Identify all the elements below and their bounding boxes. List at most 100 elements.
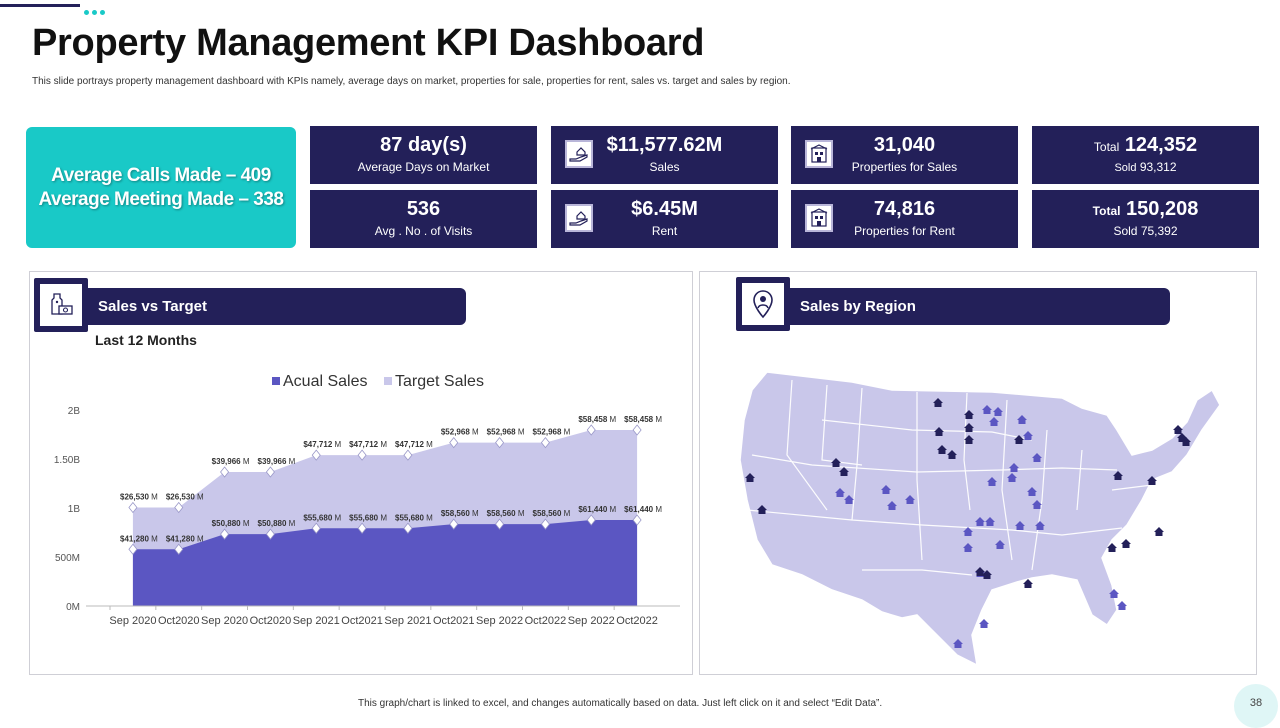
- page-title: Property Management KPI Dashboard: [32, 22, 705, 64]
- target-data-label: $58,458 M: [578, 415, 616, 424]
- x-tick-label: Oct2020: [250, 615, 292, 627]
- house-pin-icon: [979, 619, 989, 628]
- actual-data-label: $58,560 M: [487, 509, 525, 518]
- total-prefix: Total: [1092, 204, 1121, 218]
- target-point: [265, 466, 275, 478]
- total-prefix: Total: [1093, 140, 1120, 154]
- house-pin-icon: [964, 423, 974, 432]
- actual-point: [174, 543, 184, 555]
- house-pin-icon: [839, 467, 849, 476]
- sales-vs-target-header: Sales vs Target: [88, 288, 466, 325]
- target-point: [357, 449, 367, 461]
- region-header-icon-box: [736, 277, 790, 331]
- house-pin-icon: [995, 540, 1005, 549]
- house-pin-icon: [844, 495, 854, 504]
- house-pin-icon: [989, 417, 999, 426]
- top-accent-dots: [84, 2, 108, 20]
- legend-label: Target Sales: [395, 373, 484, 390]
- sold-value: 93,312: [1139, 160, 1177, 174]
- house-pin-icon: [831, 458, 841, 467]
- us-map: [739, 371, 1221, 667]
- actual-sales-area: [132, 519, 638, 606]
- actual-point: [632, 514, 642, 526]
- house-pin-icon: [933, 398, 943, 407]
- x-tick-label: Sep 2021: [384, 615, 431, 627]
- house-pin-icon: [1107, 543, 1117, 552]
- kpi-value: $6.45M: [631, 198, 698, 220]
- page-number: 38: [1234, 684, 1278, 728]
- house-pin-icon: [745, 473, 755, 482]
- actual-point: [311, 522, 321, 534]
- target-data-label: $39,966 M: [258, 457, 296, 466]
- actual-point: [357, 522, 367, 534]
- last-12-months-label: Last 12 Months: [95, 332, 197, 348]
- house-pin-icon: [1121, 539, 1131, 548]
- kpi-total-sold-1: Total 124,352 Sold 93,312: [1032, 126, 1259, 184]
- kpi-visits: 536 Avg . No . of Visits: [310, 190, 537, 248]
- sales-header-icon-box: [34, 278, 88, 332]
- kpi-value: 31,040: [873, 134, 936, 156]
- actual-data-label: $41,280 M: [120, 534, 158, 543]
- sold-label: Sold: [1113, 224, 1138, 238]
- actual-data-label: $55,680 M: [349, 513, 387, 522]
- kpi-properties-for-sale: 31,040 Properties for Sales: [791, 126, 1018, 184]
- target-point: [311, 449, 321, 461]
- y-tick-label: 1.50B: [54, 455, 80, 466]
- legend-swatch: [384, 377, 392, 385]
- target-point: [128, 501, 138, 514]
- hand-house-icon: [565, 140, 593, 168]
- house-pin-icon: [1173, 425, 1183, 434]
- x-tick-label: Oct2021: [433, 615, 475, 627]
- house-pin-icon: [987, 477, 997, 486]
- house-pin-icon: [1181, 437, 1191, 446]
- target-data-label: $26,530 M: [120, 493, 158, 502]
- house-pin-icon: [1009, 463, 1019, 472]
- target-point: [540, 436, 550, 449]
- house-pin-icon: [1015, 521, 1025, 530]
- x-tick-label: Sep 2022: [568, 615, 615, 627]
- calls-line: Average Calls Made – 409: [51, 164, 271, 186]
- kpi-rent: $6.45M Rent: [551, 190, 778, 248]
- actual-data-label: $58,560 M: [441, 509, 479, 518]
- target-point: [174, 501, 184, 514]
- house-pin-icon: [934, 427, 944, 436]
- actual-data-label: $41,280 M: [166, 534, 204, 543]
- house-pin-icon: [905, 495, 915, 504]
- target-data-label: $52,968 M: [533, 428, 571, 437]
- x-tick-label: Sep 2021: [293, 615, 340, 627]
- legend-swatch: [272, 377, 280, 385]
- x-tick-label: Sep 2020: [109, 615, 156, 627]
- kpi-value: $11,577.62M: [606, 134, 723, 156]
- target-data-label: $47,712 M: [395, 440, 433, 449]
- actual-point: [220, 528, 230, 540]
- house-pin-icon: [1014, 435, 1024, 444]
- target-point: [403, 449, 413, 461]
- top-accent-bar: [0, 4, 80, 7]
- actual-point: [540, 518, 550, 530]
- house-pin-icon: [757, 505, 767, 514]
- sold-value: 75,392: [1140, 224, 1178, 238]
- house-pin-icon: [993, 407, 1003, 416]
- house-pin-icon: [982, 570, 992, 579]
- calls-meetings-card: Average Calls Made – 409 Average Meeting…: [26, 127, 296, 248]
- actual-point: [586, 514, 596, 526]
- actual-point: [449, 518, 459, 530]
- house-pin-icon: [963, 527, 973, 536]
- house-pin-icon: [1032, 500, 1042, 509]
- sold-label: Sold: [1114, 162, 1137, 174]
- house-pin-icon: [887, 501, 897, 510]
- kpi-label: Avg . No . of Visits: [374, 224, 473, 238]
- price-tag-money-icon: [51, 293, 73, 315]
- target-data-label: $52,968 M: [487, 428, 525, 437]
- target-point: [449, 436, 459, 449]
- house-pin-icon: [975, 517, 985, 526]
- x-tick-label: Sep 2022: [476, 615, 523, 627]
- target-point: [220, 466, 230, 478]
- actual-point: [403, 522, 413, 534]
- x-tick-label: Oct2020: [158, 615, 200, 627]
- actual-data-label: $55,680 M: [395, 513, 433, 522]
- target-point: [495, 436, 505, 449]
- target-data-label: $26,530 M: [166, 493, 204, 502]
- house-pin-icon: [1117, 601, 1127, 610]
- actual-data-label: $61,440 M: [578, 505, 616, 514]
